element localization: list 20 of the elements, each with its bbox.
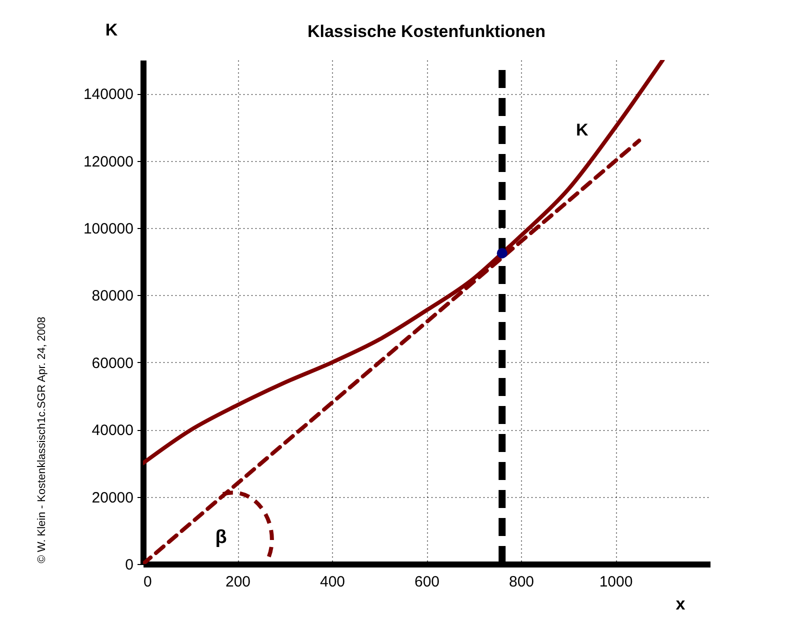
y-tick-label: 0 bbox=[125, 556, 134, 574]
x-tick-label: 400 bbox=[320, 574, 346, 590]
y-tick-label: 40000 bbox=[92, 422, 134, 440]
series-label: K bbox=[576, 120, 589, 140]
y-tick-label: 80000 bbox=[92, 288, 134, 305]
x-tick-label: 200 bbox=[225, 574, 251, 590]
annotation: β bbox=[215, 527, 227, 549]
text: © W. Klein - Kostenklassisch1c.SGR Apr. 24, 2008 bbox=[36, 316, 48, 564]
y-tick-label: 100000 bbox=[83, 220, 134, 238]
x-tick-label: 800 bbox=[508, 574, 534, 590]
chart-title: Klassische Kostenfunktionen bbox=[306, 22, 547, 42]
x-tick-label: 1000 bbox=[599, 574, 633, 590]
y-tick-label: 60000 bbox=[92, 354, 134, 372]
x-axis-title: x bbox=[676, 594, 686, 614]
y-tick-label: 120000 bbox=[83, 153, 134, 170]
x-tick-label: 0 bbox=[144, 574, 152, 590]
x-tick-label: 600 bbox=[414, 574, 440, 590]
y-tick-label: 140000 bbox=[83, 86, 134, 104]
y-tick-label: 20000 bbox=[92, 489, 134, 506]
y-axis-title: K bbox=[105, 20, 118, 40]
